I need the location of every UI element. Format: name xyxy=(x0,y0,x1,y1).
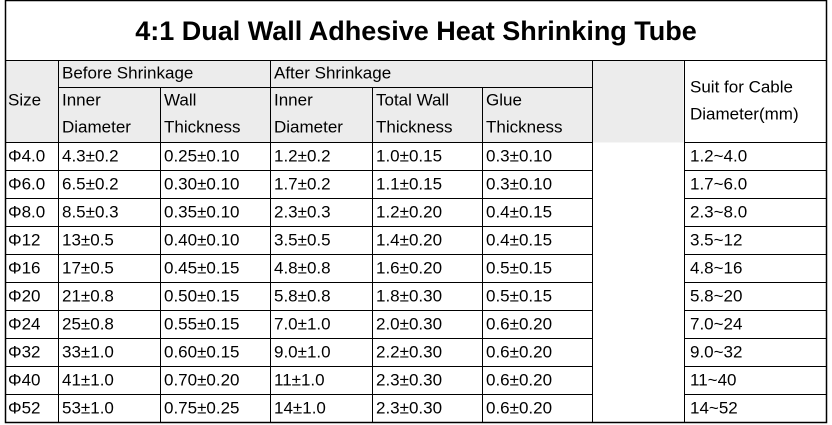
suit-header: Diameter(mm) xyxy=(690,104,799,123)
cell: Φ40 xyxy=(8,370,40,389)
cell: 0.6±0.20 xyxy=(486,370,552,389)
cell: 11±1.0 xyxy=(274,370,325,389)
cell: 2.2±0.30 xyxy=(376,342,442,361)
column-header: Diameter xyxy=(274,117,343,136)
cell: 0.5±0.15 xyxy=(486,258,552,277)
table-title: 4:1 Dual Wall Adhesive Heat Shrinking Tu… xyxy=(135,16,697,46)
before-header: Before Shrinkage xyxy=(62,63,193,82)
cell: 4.8±0.8 xyxy=(274,258,331,277)
cell: 53±1.0 xyxy=(62,398,114,417)
cell: Φ20 xyxy=(8,286,40,305)
cell: 0.3±0.10 xyxy=(486,146,552,165)
cell: 1.2±0.20 xyxy=(376,202,442,221)
cell: 1.8±0.30 xyxy=(376,286,442,305)
cell: 14~52 xyxy=(690,398,738,417)
cell: 0.6±0.20 xyxy=(486,342,552,361)
cell: 0.4±0.15 xyxy=(486,230,552,249)
cell: 0.35±0.10 xyxy=(164,202,240,221)
column-header: Inner xyxy=(274,90,313,109)
cell: 0.30±0.10 xyxy=(164,174,240,193)
suit-header: Suit for Cable xyxy=(690,77,793,96)
column-header: Wall xyxy=(164,90,196,109)
cell: 7.0~24 xyxy=(690,314,742,333)
header-background xyxy=(5,60,684,143)
cell: 25±0.8 xyxy=(62,314,114,333)
cell: 1.6±0.20 xyxy=(376,258,442,277)
cell: 1.0±0.15 xyxy=(376,146,442,165)
cell: 11~40 xyxy=(690,370,736,389)
cell: 13±0.5 xyxy=(62,230,114,249)
cell: 3.5~12 xyxy=(690,230,742,249)
cell: 0.25±0.10 xyxy=(164,146,240,165)
cell: 0.6±0.20 xyxy=(486,314,552,333)
cell: Φ52 xyxy=(8,398,40,417)
cell: 9.0~32 xyxy=(690,342,742,361)
cell: 1.7~6.0 xyxy=(690,174,747,193)
column-header: Inner xyxy=(62,90,101,109)
column-header: Thickness xyxy=(164,117,241,136)
cell: 0.6±0.20 xyxy=(486,398,552,417)
cell: 2.3±0.30 xyxy=(376,370,442,389)
cell: 0.45±0.15 xyxy=(164,258,240,277)
column-header: Glue xyxy=(486,90,522,109)
cell: 14±1.0 xyxy=(274,398,326,417)
cell: 0.75±0.25 xyxy=(164,398,240,417)
after-header: After Shrinkage xyxy=(274,63,391,82)
cell: 21±0.8 xyxy=(62,286,114,305)
cell: 5.8~20 xyxy=(690,286,742,305)
cell: Φ24 xyxy=(8,314,40,333)
cell: 0.40±0.10 xyxy=(164,230,240,249)
cell: 17±0.5 xyxy=(62,258,114,277)
cell: 0.50±0.15 xyxy=(164,286,240,305)
cell: 9.0±1.0 xyxy=(274,342,331,361)
cell: 1.1±0.15 xyxy=(376,174,442,193)
cell: 1.7±0.2 xyxy=(274,174,331,193)
cell: Φ6.0 xyxy=(8,174,45,193)
column-header: Total Wall xyxy=(376,90,449,109)
cell: 2.3±0.30 xyxy=(376,398,442,417)
cell: 6.5±0.2 xyxy=(62,174,119,193)
cell: 8.5±0.3 xyxy=(62,202,119,221)
cell: Φ32 xyxy=(8,342,40,361)
cell: 33±1.0 xyxy=(62,342,114,361)
size-header: Size xyxy=(8,90,41,109)
cell: 1.2~4.0 xyxy=(690,146,747,165)
cell: Φ16 xyxy=(8,258,40,277)
cell: 1.4±0.20 xyxy=(376,230,442,249)
cell: 4.8~16 xyxy=(690,258,742,277)
cell: 0.70±0.20 xyxy=(164,370,240,389)
cell: 0.4±0.15 xyxy=(486,202,552,221)
cell: 0.60±0.15 xyxy=(164,342,240,361)
cell: 2.3±0.3 xyxy=(274,202,331,221)
column-header: Thickness xyxy=(486,117,563,136)
cell: 0.55±0.15 xyxy=(164,314,240,333)
cell: 3.5±0.5 xyxy=(274,230,331,249)
cell: Φ8.0 xyxy=(8,202,45,221)
cell: 41±1.0 xyxy=(62,370,114,389)
column-header: Thickness xyxy=(376,117,453,136)
cell: 0.5±0.15 xyxy=(486,286,552,305)
cell: Φ4.0 xyxy=(8,146,45,165)
cell: 7.0±1.0 xyxy=(274,314,331,333)
cell: 2.0±0.30 xyxy=(376,314,442,333)
cell: 4.3±0.2 xyxy=(62,146,119,165)
cell: 0.3±0.10 xyxy=(486,174,552,193)
cell: 1.2±0.2 xyxy=(274,146,331,165)
cell: 2.3~8.0 xyxy=(690,202,747,221)
table-border xyxy=(4,0,828,424)
column-header: Diameter xyxy=(62,117,131,136)
cell: 5.8±0.8 xyxy=(274,286,331,305)
cell: Φ12 xyxy=(8,230,40,249)
